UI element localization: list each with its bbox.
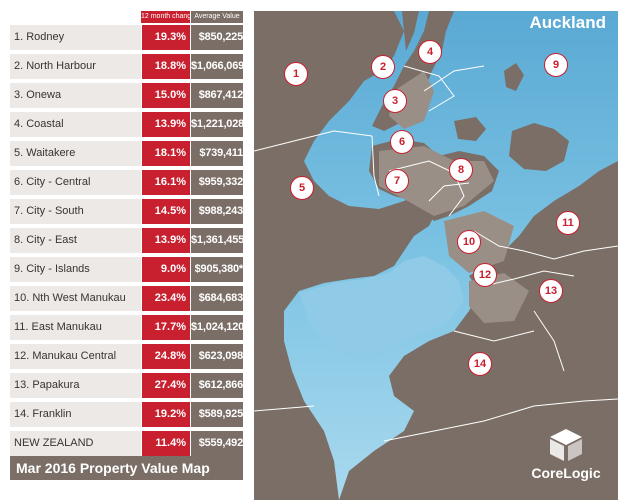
row-change: 13.9% xyxy=(142,112,190,137)
row-name: 5. Waitakere xyxy=(10,141,141,166)
map-title: Mar 2016 Property Value Map xyxy=(10,456,243,480)
cube-logo-icon xyxy=(550,429,582,461)
marker-4: 4 xyxy=(418,40,442,64)
table-row: 8. City - East 13.9% $1,361,455 xyxy=(10,228,244,253)
table-row: 13. Papakura 27.4% $612,866 xyxy=(10,373,243,398)
land-southeast xyxy=(339,161,618,500)
row-change: 19.2% xyxy=(142,402,190,427)
row-name: 2. North Harbour xyxy=(10,54,141,79)
manukau-harbour xyxy=(299,256,464,361)
row-name: 4. Coastal xyxy=(10,112,141,137)
table-row: 3. Onewa 15.0% $867,412 xyxy=(10,83,243,108)
row-value: $612,866 xyxy=(191,373,243,398)
island-waiheke xyxy=(509,123,569,171)
marker-12: 12 xyxy=(473,263,497,287)
marker-13: 13 xyxy=(539,279,563,303)
marker-7: 7 xyxy=(385,169,409,193)
row-change: 14.5% xyxy=(142,199,190,224)
row-name: 10. Nth West Manukau xyxy=(10,286,141,311)
row-value: $867,412 xyxy=(191,83,243,108)
table-row: 1. Rodney 19.3% $850,225 xyxy=(10,25,243,50)
row-change: 19.3% xyxy=(142,25,190,50)
row-name: 11. East Manukau xyxy=(10,315,141,340)
row-change: 23.4% xyxy=(142,286,190,311)
row-change: 24.8% xyxy=(142,344,190,369)
corelogic-logo: CoreLogic xyxy=(526,425,606,485)
brand-name: CoreLogic xyxy=(531,465,601,481)
marker-6: 6 xyxy=(390,130,414,154)
island-rangitoto xyxy=(454,117,486,141)
table-row: NEW ZEALAND 11.4% $559,492 xyxy=(10,431,243,456)
header-12-month-change: 12 month change xyxy=(141,11,195,23)
row-name: 9. City - Islands xyxy=(10,257,141,282)
row-value: $739,411 xyxy=(191,141,243,166)
district-boundaries xyxy=(254,65,618,442)
map-graphic xyxy=(254,11,618,500)
table-row: 7. City - South 14.5% $988,243 xyxy=(10,199,243,224)
row-change: 9.0% xyxy=(142,257,190,282)
marker-9: 9 xyxy=(544,53,568,77)
table-rows: 1. Rodney 19.3% $850,225 2. North Harbour 18… xyxy=(10,25,244,456)
row-change: 18.1% xyxy=(142,141,190,166)
property-value-table: 12 month change Average Value 1. Rodney 1… xyxy=(10,11,244,460)
row-change: 11.4% xyxy=(142,431,190,456)
marker-8: 8 xyxy=(449,158,473,182)
marker-3: 3 xyxy=(383,89,407,113)
row-change: 27.4% xyxy=(142,373,190,398)
table-row: 2. North Harbour 18.8% $1,066,069 xyxy=(10,54,244,79)
table-row: 9. City - Islands 9.0% $905,380* xyxy=(10,257,243,282)
table-row: 5. Waitakere 18.1% $739,411 xyxy=(10,141,243,166)
row-value: $559,492 xyxy=(191,431,243,456)
row-value: $684,683 xyxy=(191,286,243,311)
row-name: 8. City - East xyxy=(10,228,141,253)
row-change: 13.9% xyxy=(142,228,190,253)
row-value: $1,024,120 xyxy=(191,315,244,340)
table-row: 11. East Manukau 17.7% $1,024,120 xyxy=(10,315,244,340)
row-value: $623,098 xyxy=(191,344,243,369)
row-name: 3. Onewa xyxy=(10,83,141,108)
row-name: 7. City - South xyxy=(10,199,141,224)
land-northeast xyxy=(402,11,419,51)
row-value: $850,225 xyxy=(191,25,243,50)
row-change: 15.0% xyxy=(142,83,190,108)
row-value: $905,380* xyxy=(191,257,243,282)
table-row: 4. Coastal 13.9% $1,221,028 xyxy=(10,112,244,137)
row-change: 16.1% xyxy=(142,170,190,195)
row-name: 13. Papakura xyxy=(10,373,141,398)
table-row: 6. City - Central 16.1% $959,332 xyxy=(10,170,243,195)
land-west xyxy=(254,11,439,500)
row-name: 1. Rodney xyxy=(10,25,141,50)
marker-11: 11 xyxy=(556,211,580,235)
row-value: $1,361,455 xyxy=(191,228,244,253)
marker-10: 10 xyxy=(457,230,481,254)
region-name: Auckland xyxy=(529,13,606,32)
row-value: $1,221,028 xyxy=(191,112,244,137)
marker-14: 14 xyxy=(468,352,492,376)
auckland-map: Auckland 1 2 3 4 5 6 7 8 9 10 11 12 13 1… xyxy=(254,11,618,500)
row-name: 6. City - Central xyxy=(10,170,141,195)
marker-1: 1 xyxy=(284,62,308,86)
row-change: 18.8% xyxy=(142,54,190,79)
row-value: $1,066,069 xyxy=(191,54,244,79)
row-value: $589,925 xyxy=(191,402,243,427)
row-name: 12. Manukau Central xyxy=(10,344,141,369)
marker-5: 5 xyxy=(290,176,314,200)
row-change: 17.7% xyxy=(142,315,190,340)
row-name: 14. Franklin xyxy=(10,402,141,427)
row-name: NEW ZEALAND xyxy=(10,431,141,456)
table-header: 12 month change Average Value xyxy=(10,11,243,23)
table-row: 14. Franklin 19.2% $589,925 xyxy=(10,402,243,427)
island-north xyxy=(504,63,524,91)
row-value: $988,243 xyxy=(191,199,243,224)
row-value: $959,332 xyxy=(191,170,243,195)
table-row: 10. Nth West Manukau 23.4% $684,683 xyxy=(10,286,243,311)
marker-2: 2 xyxy=(371,55,395,79)
header-average-value: Average Value xyxy=(191,11,243,23)
table-row: 12. Manukau Central 24.8% $623,098 xyxy=(10,344,243,369)
